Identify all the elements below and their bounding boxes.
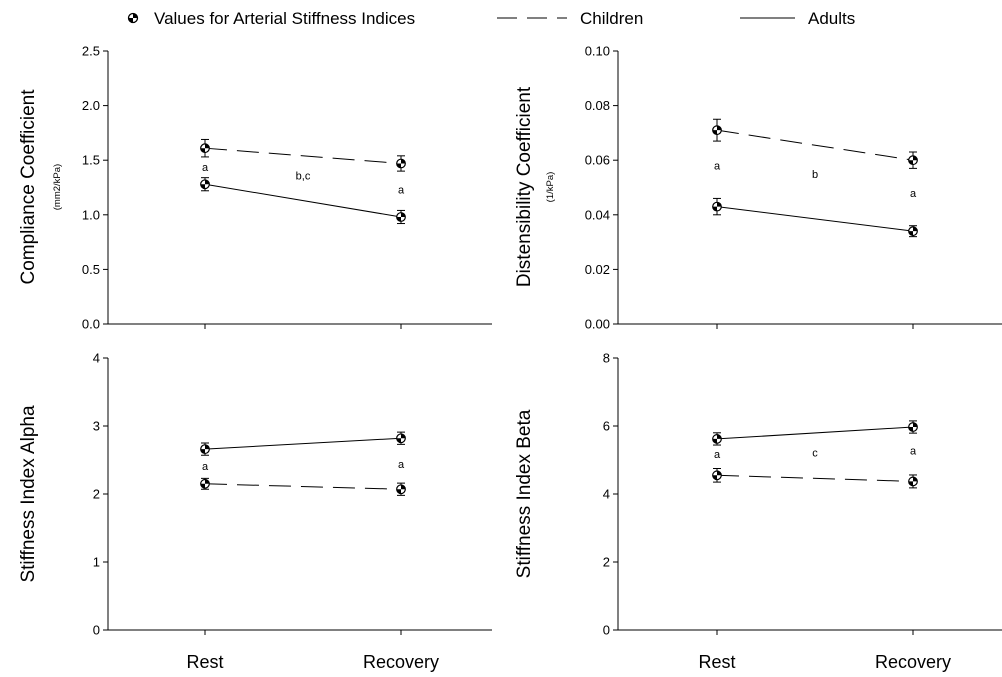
significance-annotation: a <box>398 185 405 197</box>
significance-annotation: a <box>202 461 209 473</box>
x-category-label-rest: Rest <box>698 652 735 672</box>
series-adults <box>712 197 918 238</box>
significance-annotation: b,c <box>296 170 311 182</box>
data-point <box>200 143 210 154</box>
series-children <box>200 138 406 172</box>
series-adults <box>200 177 406 225</box>
data-point <box>200 179 210 190</box>
y-axis-unit: (1/kPa) <box>545 172 556 203</box>
legend: Values for Arterial Stiffness Indices Ch… <box>127 9 855 28</box>
y-tick-label: 0.00 <box>585 317 610 332</box>
y-tick-label: 1.5 <box>82 153 100 168</box>
data-point <box>908 155 918 166</box>
y-axis-title: Compliance Coefficient <box>18 89 39 285</box>
y-tick-label: 0 <box>93 623 100 638</box>
series-line-adults <box>716 206 914 232</box>
panel-compliance-coefficient: 0.0 0.5 1.0 1.5 2.0 2.5 Compliance Coefficient… <box>18 44 492 332</box>
significance-annotation: a <box>398 459 405 471</box>
significance-annotation: a <box>910 188 917 200</box>
data-point <box>200 444 210 455</box>
y-tick-label: 6 <box>603 419 610 434</box>
series-adults <box>200 431 406 456</box>
data-point <box>908 476 918 487</box>
series-line-children <box>204 483 402 490</box>
y-tick-label: 0.10 <box>585 44 610 59</box>
y-tick-label: 2 <box>93 487 100 502</box>
data-point <box>396 212 406 222</box>
y-tick-label: 0.06 <box>585 153 610 168</box>
significance-annotation: a <box>910 445 917 457</box>
series-line-adults <box>204 183 402 218</box>
series-line-children <box>716 129 914 161</box>
data-point <box>396 158 406 169</box>
data-point <box>396 433 406 444</box>
y-tick-label: 4 <box>603 487 610 502</box>
significance-annotation: c <box>812 448 818 460</box>
data-point <box>712 434 722 444</box>
y-tick-label: 0.02 <box>585 262 610 277</box>
y-tick-label: 2.0 <box>82 98 100 113</box>
data-point <box>200 478 210 489</box>
panel-stiffness-index-beta: 0 2 4 6 8 Rest Recovery Stiffness Index Beta a c a <box>514 351 1002 672</box>
y-tick-label: 1.0 <box>82 207 100 222</box>
significance-annotation: a <box>714 161 721 173</box>
data-point <box>712 201 722 212</box>
data-point <box>908 422 918 432</box>
data-point <box>396 484 406 495</box>
series-line-children <box>716 474 914 482</box>
y-tick-label: 0.5 <box>82 262 100 277</box>
y-tick-label: 8 <box>603 351 610 366</box>
series-children <box>712 118 918 169</box>
x-category-label-recovery: Recovery <box>875 652 951 672</box>
y-tick-label: 0.08 <box>585 98 610 113</box>
legend-solid-label: Adults <box>808 9 855 28</box>
legend-marker-icon <box>127 12 139 24</box>
y-tick-label: 2 <box>603 555 610 570</box>
legend-dashed-label: Children <box>580 9 643 28</box>
significance-annotation: a <box>714 449 721 461</box>
y-axis-unit: (mm2/kPa) <box>52 164 63 210</box>
series-children <box>712 468 918 489</box>
series-line-children <box>204 147 402 164</box>
significance-annotation: b <box>812 169 818 181</box>
y-axis-title: Stiffness Index Beta <box>514 409 535 578</box>
series-line-adults <box>204 437 402 450</box>
y-axis-title: Distensibility Coefficient <box>514 86 535 287</box>
y-tick-label: 2.5 <box>82 44 100 59</box>
data-point <box>712 125 722 136</box>
data-point <box>908 226 918 237</box>
panel-stiffness-index-alpha: 0 1 2 3 4 Rest Recovery Stiffness Index Alpha a a <box>18 351 492 672</box>
y-tick-label: 4 <box>93 351 100 366</box>
y-tick-label: 1 <box>93 555 100 570</box>
y-tick-label: 0.0 <box>82 317 100 332</box>
series-children <box>200 477 406 496</box>
series-line-adults <box>716 426 914 440</box>
significance-annotation: a <box>202 162 209 174</box>
y-tick-label: 0.04 <box>585 207 610 222</box>
data-point <box>712 470 722 481</box>
y-tick-label: 3 <box>93 419 100 434</box>
panel-distensibility-coefficient: 0.00 0.02 0.04 0.06 0.08 0.10 Distensibility C… <box>514 44 1002 332</box>
y-axis-title: Stiffness Index Alpha <box>18 405 39 583</box>
y-tick-label: 0 <box>603 623 610 638</box>
x-category-label-rest: Rest <box>186 652 223 672</box>
x-category-label-recovery: Recovery <box>363 652 439 672</box>
legend-marker-label: Values for Arterial Stiffness Indices <box>154 9 415 28</box>
series-adults <box>712 420 918 446</box>
